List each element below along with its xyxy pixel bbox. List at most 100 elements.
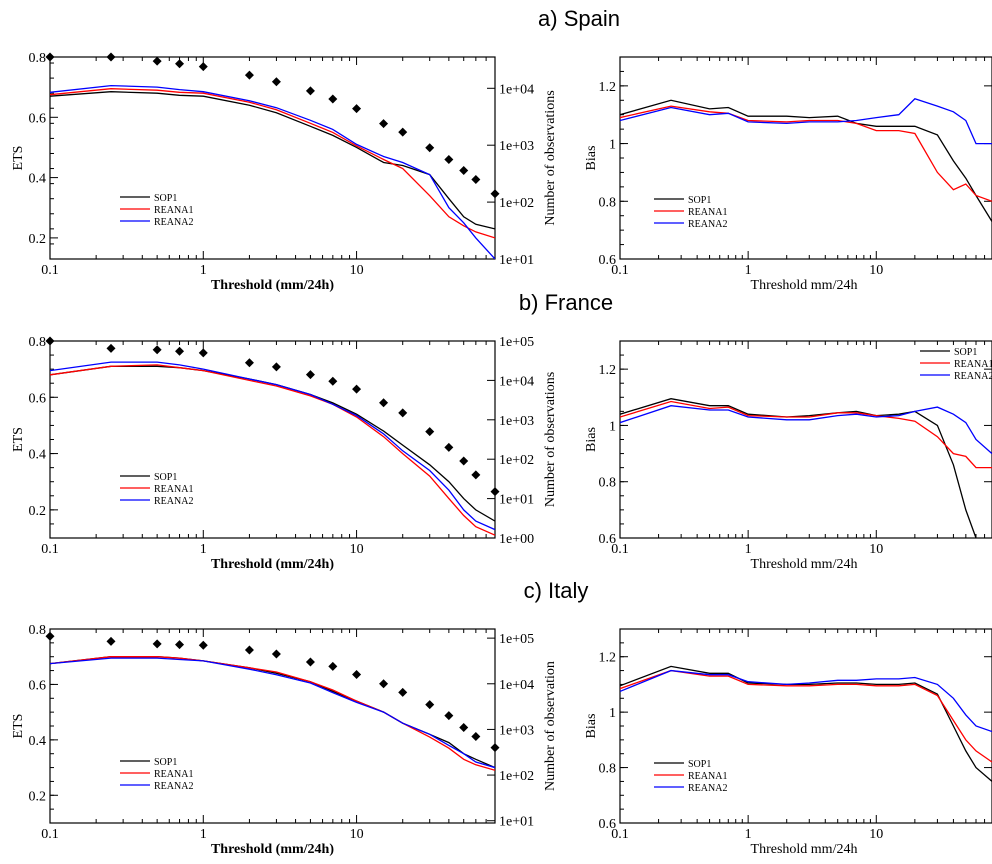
panel-c-italy-bias: 0.1 1 10 0.6 0.8 1 1.2 Threshold mm/24h Bias SOP1… bbox=[584, 628, 992, 857]
y2-axis-label: Number of observation bbox=[543, 661, 558, 791]
observation-point bbox=[244, 645, 254, 655]
series-line-reana2 bbox=[620, 98, 992, 145]
observation-point bbox=[379, 679, 389, 689]
x-axis-label: Threshold mm/24h bbox=[751, 557, 858, 572]
observation-point bbox=[106, 52, 116, 62]
observation-point bbox=[425, 427, 435, 437]
y-tick-label: 0.6 bbox=[29, 391, 47, 406]
y-tick-label: 0.8 bbox=[599, 476, 617, 491]
y2-tick-label: 1e+02 bbox=[499, 769, 534, 784]
legend-label-reana1: REANA1 bbox=[688, 207, 727, 218]
y-tick-label: 0.6 bbox=[599, 532, 617, 547]
y2-tick-label: 1e+04 bbox=[499, 374, 534, 389]
plot-frame bbox=[619, 340, 992, 539]
observation-point bbox=[175, 640, 185, 650]
y-tick-label: 0.2 bbox=[29, 504, 47, 519]
y-axis-label: ETS bbox=[11, 427, 26, 452]
y2-tick-label: 1e+04 bbox=[499, 82, 534, 97]
observation-point bbox=[425, 143, 435, 153]
legend-label-sop1: SOP1 bbox=[154, 193, 177, 204]
panel-b-france-bias: 0.1 1 10 0.6 0.8 1 1.2 Threshold mm/24h Bias SOP1… bbox=[584, 340, 992, 572]
observation-point bbox=[45, 631, 55, 641]
observation-point bbox=[45, 52, 55, 62]
x-tick-label: 10 bbox=[869, 827, 883, 842]
y-axis-label: ETS bbox=[11, 714, 26, 739]
y2-tick-label: 1e+03 bbox=[499, 414, 534, 429]
y-tick-label: 0.8 bbox=[29, 623, 47, 638]
y2-tick-label: 1e+01 bbox=[499, 815, 534, 830]
legend-label-sop1: SOP1 bbox=[688, 759, 711, 770]
series-line-reana1 bbox=[50, 656, 495, 771]
legend-label-sop1: SOP1 bbox=[154, 472, 177, 483]
observation-point bbox=[459, 456, 469, 466]
panel-a-spain-bias: 0.1 1 10 0.6 0.8 1 1.2 Threshold mm/24h Bias SOP1… bbox=[584, 56, 992, 293]
observation-point bbox=[490, 487, 500, 497]
x-tick-label: 0.1 bbox=[41, 542, 59, 557]
observation-point bbox=[244, 358, 254, 368]
x-tick-label: 0.1 bbox=[41, 827, 59, 842]
x-tick-label: 0.1 bbox=[611, 542, 629, 557]
observation-point bbox=[398, 127, 408, 137]
y-tick-label: 0.6 bbox=[599, 817, 617, 832]
x-tick-label: 10 bbox=[869, 542, 883, 557]
legend-label-reana2: REANA2 bbox=[688, 219, 727, 230]
y-tick-label: 0.6 bbox=[29, 678, 47, 693]
observation-point bbox=[271, 77, 281, 87]
legend-label-reana2: REANA2 bbox=[954, 371, 992, 382]
observation-point bbox=[271, 649, 281, 659]
y2-axis-label: Number of observations bbox=[543, 90, 558, 225]
series-line-reana1 bbox=[620, 400, 992, 469]
legend-label-sop1: SOP1 bbox=[688, 195, 711, 206]
observation-point bbox=[305, 86, 315, 96]
legend-label-reana1: REANA1 bbox=[154, 484, 193, 495]
legend-label-reana1: REANA1 bbox=[688, 771, 727, 782]
observation-point bbox=[198, 62, 208, 72]
y-tick-label: 1 bbox=[609, 138, 616, 153]
y-axis-label: ETS bbox=[11, 146, 26, 171]
series-line-reana1 bbox=[620, 105, 992, 202]
x-axis-label: Threshold (mm/24h) bbox=[211, 278, 334, 293]
observation-point bbox=[198, 640, 208, 650]
observation-point bbox=[328, 94, 338, 104]
observation-point bbox=[271, 362, 281, 372]
y-axis-label: Bias bbox=[584, 146, 599, 171]
x-tick-label: 10 bbox=[350, 827, 364, 842]
x-tick-label: 0.1 bbox=[41, 263, 59, 278]
observation-point bbox=[352, 104, 362, 114]
series-line-sop1 bbox=[620, 398, 977, 538]
series-line-sop1 bbox=[620, 99, 992, 222]
y2-tick-label: 1e+04 bbox=[499, 678, 534, 693]
observation-point bbox=[328, 661, 338, 671]
observation-point bbox=[379, 398, 389, 408]
observation-point bbox=[379, 119, 389, 129]
legend-label-reana2: REANA2 bbox=[154, 781, 193, 792]
panel-a-spain-ets: 0.1 1 10 0.2 0.4 0.6 0.8 Threshold (mm/24h) ETS 1… bbox=[11, 51, 558, 293]
series-line-reana2 bbox=[50, 84, 495, 259]
x-tick-label: 0.1 bbox=[611, 263, 629, 278]
plot-frame bbox=[49, 340, 496, 539]
y-tick-label: 1 bbox=[609, 706, 616, 721]
x-tick-label: 1 bbox=[745, 542, 752, 557]
observation-point bbox=[444, 711, 454, 721]
y2-tick-label: 1e+05 bbox=[499, 335, 534, 350]
observation-point bbox=[106, 343, 116, 353]
x-tick-label: 10 bbox=[350, 542, 364, 557]
observation-point bbox=[425, 700, 435, 710]
observation-point bbox=[471, 731, 481, 741]
panel-b-france-ets: 0.1 1 10 0.2 0.4 0.6 0.8 Threshold (mm/24h) ETS 1… bbox=[11, 335, 558, 572]
x-tick-label: 1 bbox=[745, 827, 752, 842]
y-tick-label: 0.4 bbox=[29, 172, 47, 187]
y2-tick-label: 1e+02 bbox=[499, 196, 534, 211]
y-tick-label: 0.4 bbox=[29, 734, 47, 749]
observation-point bbox=[471, 174, 481, 184]
observation-point bbox=[175, 346, 185, 356]
series-line-sop1 bbox=[620, 665, 992, 782]
observation-point bbox=[305, 370, 315, 380]
x-tick-label: 1 bbox=[200, 542, 207, 557]
observation-point bbox=[45, 336, 55, 346]
series-line-reana2 bbox=[50, 657, 495, 769]
y-tick-label: 0.8 bbox=[29, 51, 47, 66]
x-axis-label: Threshold (mm/24h) bbox=[211, 842, 334, 857]
legend-label-reana1: REANA1 bbox=[154, 769, 193, 780]
observation-point bbox=[152, 345, 162, 355]
